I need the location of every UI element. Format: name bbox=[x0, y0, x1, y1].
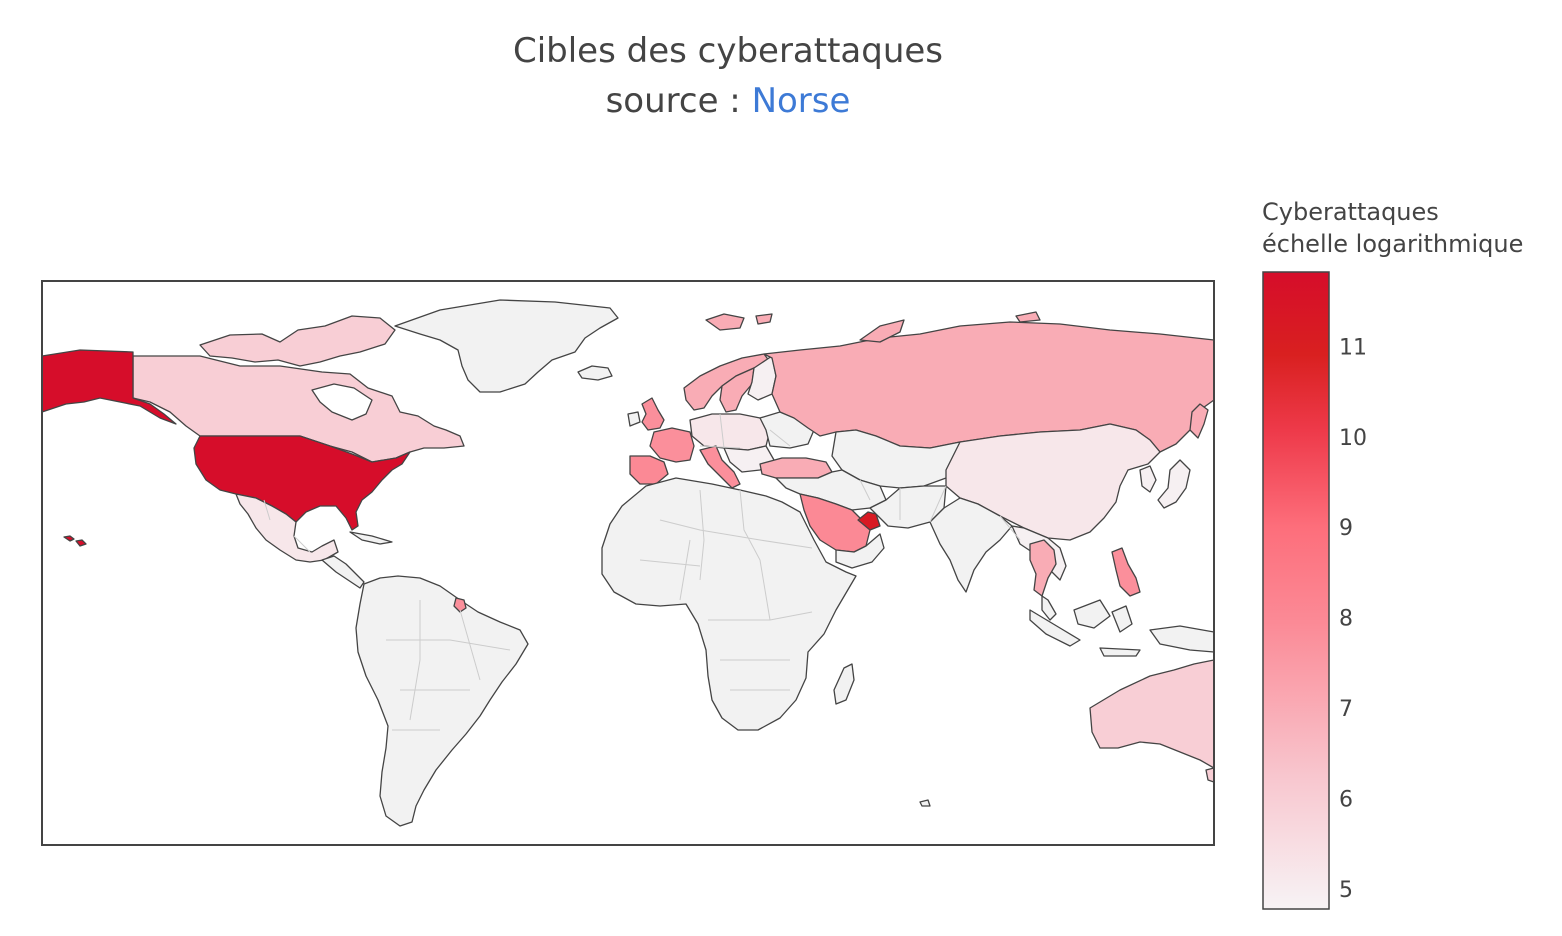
region-hawaii[interactable] bbox=[63, 535, 87, 547]
title-line-1: Cibles des cyberattaques bbox=[512, 31, 944, 71]
region-turkey[interactable] bbox=[759, 457, 833, 479]
region-malaysia[interactable] bbox=[1041, 595, 1057, 621]
chart-title: Cibles des cyberattaques source : Norse bbox=[0, 26, 1456, 126]
region-central-america[interactable] bbox=[321, 555, 365, 589]
world-map bbox=[42, 299, 1214, 827]
region-south-america[interactable] bbox=[355, 575, 529, 827]
region-greenland[interactable] bbox=[394, 299, 619, 393]
colorbar-title-line-1: Cyberattaques bbox=[1262, 198, 1439, 226]
region-italy[interactable] bbox=[699, 445, 741, 489]
region-alaska[interactable] bbox=[42, 349, 177, 425]
region-iceland[interactable] bbox=[577, 365, 613, 381]
region-ireland[interactable] bbox=[627, 411, 641, 427]
region-hudson-bay bbox=[311, 383, 373, 421]
region-kerguelen[interactable] bbox=[919, 799, 931, 807]
map-frame bbox=[41, 280, 1215, 846]
region-cuba[interactable] bbox=[349, 531, 393, 545]
region-indonesia[interactable] bbox=[1029, 599, 1214, 657]
region-thailand[interactable] bbox=[1029, 539, 1057, 597]
region-philippines[interactable] bbox=[1111, 547, 1141, 597]
region-sweden[interactable] bbox=[719, 367, 755, 413]
region-arabia-south[interactable] bbox=[835, 533, 885, 569]
region-french-guiana[interactable] bbox=[453, 597, 467, 613]
region-uk[interactable] bbox=[641, 397, 665, 431]
region-uae[interactable] bbox=[857, 511, 881, 531]
colorbar-title-line-2: échelle logarithmique bbox=[1262, 230, 1524, 258]
source-link[interactable]: Norse bbox=[751, 81, 851, 121]
colorbar-tick-label: 10 bbox=[1339, 426, 1367, 451]
colorbar: 5 6 7 8 9 10 11 bbox=[1262, 271, 1367, 910]
region-madagascar[interactable] bbox=[833, 663, 855, 705]
region-russia[interactable] bbox=[763, 321, 1214, 453]
colorbar-tick-label: 7 bbox=[1339, 697, 1353, 722]
region-korea[interactable] bbox=[1139, 465, 1157, 493]
region-japan[interactable] bbox=[1157, 459, 1191, 509]
colorbar-title: Cyberattaques échelle logarithmique bbox=[1262, 196, 1523, 260]
colorbar-tick-label: 6 bbox=[1339, 787, 1353, 812]
colorbar-tick-label: 9 bbox=[1339, 516, 1353, 541]
region-africa[interactable] bbox=[601, 477, 857, 731]
region-canada-islands[interactable] bbox=[199, 315, 396, 367]
region-australia[interactable] bbox=[1089, 659, 1214, 769]
region-new-zealand[interactable] bbox=[1205, 767, 1214, 783]
country-borders bbox=[263, 413, 1021, 731]
colorbar-bar bbox=[1262, 271, 1330, 910]
source-prefix: source : bbox=[605, 81, 752, 121]
colorbar-tick-label: 11 bbox=[1339, 335, 1367, 360]
region-central-europe[interactable] bbox=[689, 413, 771, 451]
region-spain[interactable] bbox=[629, 455, 669, 485]
region-mexico[interactable] bbox=[235, 493, 339, 563]
title-line-2: source : Norse bbox=[0, 76, 1456, 126]
colorbar-tick-label: 8 bbox=[1339, 607, 1353, 632]
region-usa[interactable] bbox=[193, 435, 411, 531]
region-svalbard[interactable] bbox=[705, 313, 773, 331]
colorbar-ticks: 5 6 7 8 9 10 11 bbox=[1339, 335, 1367, 903]
region-france[interactable] bbox=[649, 427, 695, 463]
colorbar-tick-label: 5 bbox=[1339, 878, 1353, 903]
region-russia-east[interactable] bbox=[1189, 403, 1209, 439]
region-india[interactable] bbox=[929, 497, 1013, 593]
region-russia-islands[interactable] bbox=[859, 311, 1041, 343]
